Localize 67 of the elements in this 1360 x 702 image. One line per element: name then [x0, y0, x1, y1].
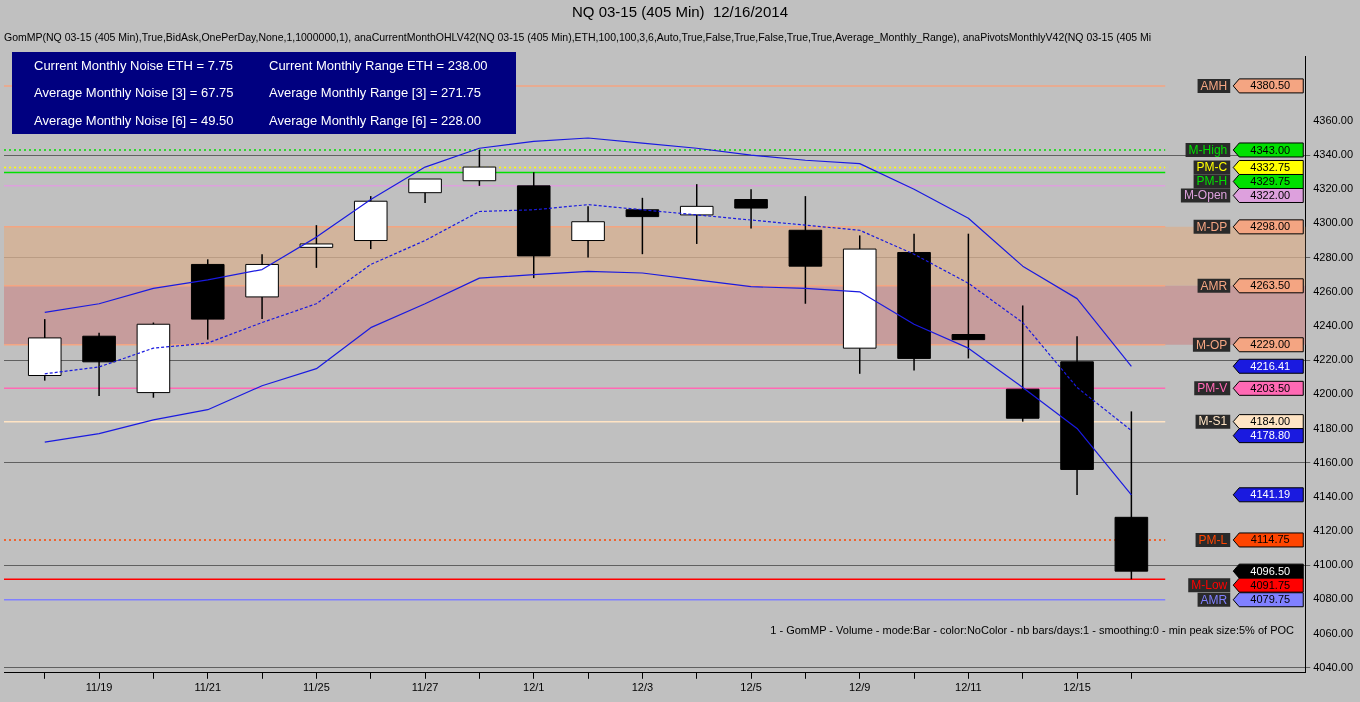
ref-line-label: PM-C — [1196, 160, 1228, 175]
x-tick-label: 11/19 — [85, 681, 113, 694]
text: 4322.00 — [1250, 189, 1291, 202]
y-tick-label: 4060.00 — [1313, 626, 1353, 639]
text: 4332.75 — [1250, 161, 1291, 174]
ref-line-label: PM-H — [1196, 174, 1228, 189]
x-tick-label: 12/3 — [631, 681, 654, 694]
x-tick-label: 12/5 — [740, 681, 762, 694]
y-tick-label: 4100.00 — [1313, 558, 1353, 571]
y-tick-label: 4280.00 — [1313, 250, 1353, 263]
text: 4079.75 — [1250, 593, 1291, 606]
annotation: Average Monthly Range [3] = 271.75 — [269, 85, 482, 101]
ref-line-label: M-S1 — [1198, 414, 1228, 429]
y-tick-label: 4360.00 — [1313, 113, 1353, 126]
ref-line-label: M-High — [1188, 142, 1228, 157]
text: 4216.41 — [1250, 359, 1291, 372]
text: 4263.50 — [1250, 279, 1291, 292]
text: 4114.75 — [1250, 533, 1290, 546]
x-tick-label: 12/1 — [523, 681, 545, 694]
text: 4178.80 — [1250, 429, 1291, 442]
y-tick-label: 4240.00 — [1313, 318, 1353, 331]
candlestick — [734, 188, 768, 230]
text: 4141.19 — [1250, 488, 1291, 501]
y-tick-label: 4200.00 — [1313, 387, 1353, 400]
ref-line-label: M-Open — [1183, 188, 1228, 203]
y-tick-label: 4300.00 — [1313, 216, 1353, 229]
x-tick-label: 11/21 — [194, 681, 222, 694]
y-tick-label: 4120.00 — [1313, 524, 1353, 537]
text: 4343.00 — [1250, 143, 1291, 156]
ref-line-label: M-DP — [1196, 219, 1228, 234]
y-tick-label: 4140.00 — [1313, 489, 1353, 502]
x-tick-label: 12/15 — [1063, 681, 1091, 694]
y-tick-label: 4180.00 — [1313, 421, 1353, 434]
y-tick-label: 4160.00 — [1313, 455, 1353, 468]
x-tick-label: 12/11 — [955, 681, 982, 694]
text: 4184.00 — [1250, 415, 1291, 428]
ref-line-label: AMR — [1200, 278, 1228, 293]
text: 4329.75 — [1250, 175, 1291, 188]
text: 4229.00 — [1250, 338, 1291, 351]
y-tick-label: 4040.00 — [1313, 660, 1353, 673]
text: 4203.50 — [1250, 381, 1291, 394]
y-tick-label: 4220.00 — [1313, 353, 1353, 366]
text: GomMP(NQ 03-15 (405 Min),True,BidAsk,OnePerDay,None,1,1000000,1), anaCurrentMonthOHLV42(NQ 03-15 (405 Min),ETH,100,100,3,6,Auto,True,False,True,False,True,True,Average_Monthly_Range), anaPivotsMonthlyV42(NQ 03-15 (405 Mi — [4, 31, 1152, 43]
annotation: Average Monthly Range [6] = 228.00 — [269, 112, 482, 128]
chart-title: NQ 03-15 (405 Min) 12/16/2014 — [572, 3, 788, 21]
annotation: Average Monthly Noise [6] = 49.50 — [34, 112, 235, 128]
ref-line-label: AMR — [1200, 592, 1228, 607]
x-tick-label: 12/9 — [849, 681, 871, 694]
ref-line-label: M-OP — [1195, 337, 1228, 352]
ref-line-label: AMH — [1200, 78, 1228, 93]
x-tick-label: 11/27 — [411, 681, 439, 694]
ref-line-label: PM-V — [1197, 381, 1228, 396]
text: 4298.00 — [1250, 220, 1291, 233]
annotation: Current Monthly Noise ETH = 7.75 — [34, 58, 235, 74]
y-tick-label: 4080.00 — [1313, 592, 1353, 605]
text: 4091.75 — [1250, 578, 1291, 591]
y-tick-label: 4260.00 — [1313, 284, 1353, 297]
annotation: Current Monthly Range ETH = 238.00 — [269, 58, 489, 74]
ref-line-label: PM-L — [1198, 532, 1228, 547]
x-tick-label: 11/25 — [303, 681, 330, 694]
annotation: Average Monthly Noise [3] = 67.75 — [34, 85, 235, 101]
text: 4380.50 — [1250, 79, 1291, 92]
y-tick-label: 4340.00 — [1313, 148, 1353, 161]
y-tick-label: 4320.00 — [1313, 182, 1353, 195]
text: 4096.50 — [1250, 564, 1291, 577]
annotation: 1 - GomMP - Volume - mode:Bar - color:NoColor - nb bars/days:1 - smoothing:0 - min peak size:5% of POC — [770, 624, 1294, 636]
ref-line-label: M-Low — [1191, 577, 1228, 592]
